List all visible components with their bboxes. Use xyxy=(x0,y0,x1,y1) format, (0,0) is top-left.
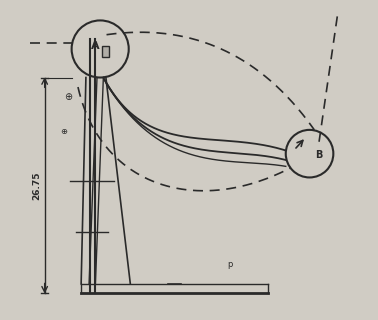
Text: 26.75: 26.75 xyxy=(32,171,41,200)
Text: ⊕: ⊕ xyxy=(60,127,67,136)
Text: B: B xyxy=(315,150,322,160)
Text: A: A xyxy=(91,41,100,51)
FancyBboxPatch shape xyxy=(102,46,109,57)
Text: ⊕: ⊕ xyxy=(64,92,73,101)
Text: p: p xyxy=(228,260,233,269)
